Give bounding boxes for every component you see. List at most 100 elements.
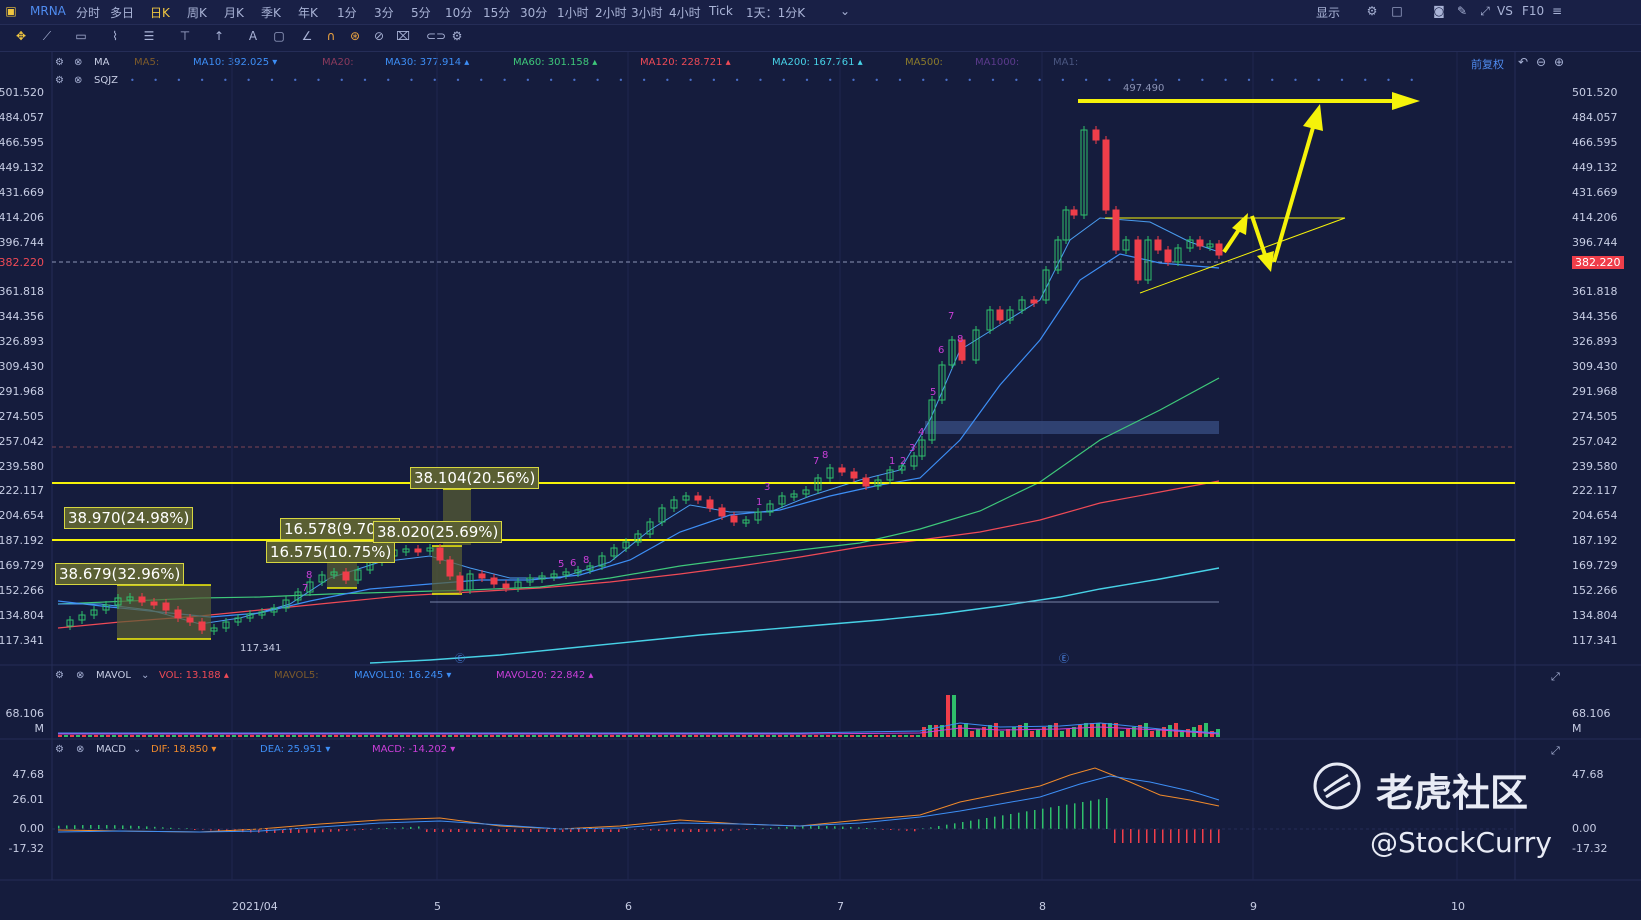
period-3h[interactable]: 3小时 [631,6,663,20]
period-2h[interactable]: 2小时 [595,6,627,20]
chevron-down-icon[interactable]: ⌄ [141,670,150,681]
f10-button[interactable]: F10 [1522,4,1545,18]
period-30min[interactable]: 30分 [520,6,548,20]
menu-icon[interactable]: ▣ [5,4,17,18]
period-4h[interactable]: 4小时 [669,6,701,20]
magnet-icon[interactable]: ∩ [326,29,336,43]
macd-bar [810,826,812,829]
sqjz-close-icon[interactable]: ⊗ [74,75,83,86]
measure-label: 16.575(10.75%) [266,541,396,563]
period-weekly[interactable]: 周K [187,6,207,20]
volume-bar [1072,727,1076,737]
ruler-icon[interactable]: ∠ [301,29,313,43]
period-multiday[interactable]: 多日 [110,6,135,20]
volume-bar [652,735,656,737]
period-intraday[interactable]: 分时 [76,6,101,20]
macd-bar [122,825,124,829]
price-tick: 396.744 [1572,236,1618,249]
candle [466,573,474,591]
expand-icon[interactable]: ⤢ [1551,670,1560,683]
volume-bar [448,735,452,737]
period-yearly[interactable]: 年K [298,6,318,20]
macd-bar [714,829,716,832]
period-monthly[interactable]: 月K [224,6,244,20]
zoom-out-icon[interactable]: ⊖ [1536,55,1547,69]
vs-button[interactable]: VS [1497,4,1513,18]
adjust-mode[interactable]: 前复权 [1471,58,1504,71]
rect-tool-icon[interactable]: ▭ [75,29,87,43]
undo-icon[interactable]: ↶ [1518,55,1529,69]
volume-bar [82,735,86,737]
period-1min[interactable]: 1分 [337,6,357,20]
hide-icon[interactable]: ⊘ [373,29,385,43]
text-tool-icon[interactable]: A [248,29,258,43]
earnings-icon[interactable]: Ⓔ [455,654,465,665]
period-15min[interactable]: 15分 [483,6,511,20]
comment-icon[interactable]: ▢ [273,29,285,43]
candle [1164,249,1172,263]
period-tick[interactable]: Tick [709,4,733,18]
volume-bar [658,735,662,737]
vol-close-icon[interactable]: ⊗ [76,670,85,681]
arrow-tool-icon[interactable]: ↑ [213,29,225,43]
sqjz-settings-icon[interactable]: ⚙ [55,75,64,86]
volume-bar [364,735,368,737]
ma-close-icon[interactable]: ⊗ [74,57,83,68]
symbol-label[interactable]: MRNA [30,4,66,18]
volume-bar [1078,725,1082,737]
period-1h[interactable]: 1小时 [557,6,589,20]
fullscreen-icon[interactable]: ⤢ [1480,4,1490,18]
pen-icon[interactable]: ✎ [1456,4,1468,18]
volume-bar [1126,729,1130,737]
volume-bar [1138,725,1142,737]
zoom-in-icon[interactable]: ⊕ [1554,55,1565,69]
layout-icon[interactable]: □ [1391,4,1403,18]
trash-icon[interactable]: ⌧ [396,29,410,43]
candle [270,607,278,613]
period-custom[interactable]: 1天：1分K [746,6,806,20]
line-tool-icon[interactable]: ⟋ [42,29,52,43]
camera-icon[interactable]: ◙ [1433,4,1445,18]
chevron-down-icon[interactable]: ⌄ [133,744,142,755]
period-3min[interactable]: 3分 [374,6,394,20]
macd-bar [578,829,580,832]
chevron-down-icon[interactable]: ⌄ [839,4,851,18]
period-10min[interactable]: 10分 [445,6,473,20]
vol-settings-icon[interactable]: ⚙ [55,670,64,681]
period-5min[interactable]: 5分 [411,6,431,20]
gear-icon[interactable]: ⚙ [1366,4,1378,18]
candle [456,575,464,591]
volume-bar [766,735,770,737]
macd-settings-icon[interactable]: ⚙ [55,744,64,755]
price-tick: 501.520 [1572,86,1618,99]
lines-icon[interactable]: ≡ [1551,4,1563,18]
ma-settings-icon[interactable]: ⚙ [55,57,64,68]
candle [294,591,302,601]
volume-bar [808,735,812,737]
period-daily[interactable]: 日K [150,6,170,20]
macd-bar [530,829,532,832]
settings-icon[interactable]: ⚙ [451,29,463,43]
expand-icon[interactable]: ⤢ [1551,744,1560,757]
macd-tick: 0.00 [1572,822,1597,835]
macd-close-icon[interactable]: ⊗ [76,744,85,755]
macd-bar [650,829,652,831]
fib-tool-icon[interactable]: ☰ [143,29,155,43]
display-menu[interactable]: 显示 [1316,6,1341,20]
macd-bar [1058,806,1060,829]
ma120-label: MA120: 228.721 ▴ [640,57,731,68]
earnings-icon[interactable]: Ⓔ [1059,654,1069,665]
macd-bar [970,820,972,829]
candle [928,399,936,441]
volume-bar [754,735,758,737]
vol-name: MAVOL [96,670,131,681]
wave-tool-icon[interactable]: ⌇ [112,29,118,43]
period-quarterly[interactable]: 季K [261,6,281,20]
link-icon[interactable]: ⊛ [349,29,361,43]
volume-bar [940,725,944,737]
macd-bar [1082,802,1084,829]
crosshair-icon[interactable]: ✥ [15,29,27,43]
level-tool-icon[interactable]: ⊤ [179,29,191,43]
volume-bar [1090,723,1094,737]
